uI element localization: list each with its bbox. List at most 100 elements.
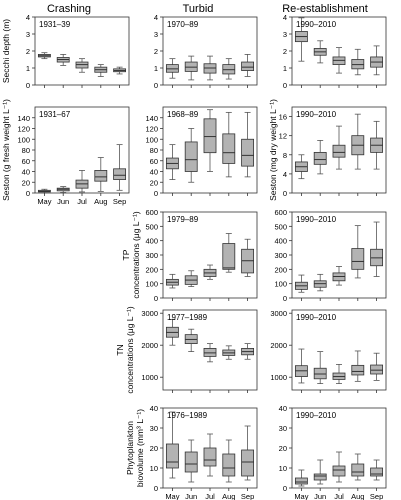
- y-tick-label: 40: [150, 404, 158, 413]
- box-jul: [203, 433, 217, 491]
- y-tick-label: 140: [17, 114, 30, 123]
- y-tick-label: 2000: [270, 341, 287, 350]
- y-tick-label: 10: [279, 464, 287, 473]
- box-may: [165, 273, 179, 301]
- y-tick-label: 1: [26, 64, 30, 73]
- y-axis-title: TP: [121, 249, 131, 260]
- iqr-box: [313, 473, 327, 481]
- y-tick-label: 3000: [270, 309, 287, 318]
- iqr-box: [113, 168, 127, 180]
- box-sep: [241, 425, 255, 491]
- y-tick-label: 400: [145, 237, 158, 246]
- box-jun: [184, 270, 198, 301]
- iqr-box: [241, 61, 255, 71]
- iqr-box: [184, 141, 198, 172]
- y-tick-label: 400: [274, 237, 287, 246]
- box-jul: [75, 58, 89, 88]
- box-sep: [241, 238, 255, 301]
- y-tick-label: 0: [26, 189, 30, 198]
- box-jul: [203, 264, 217, 301]
- y-tick-label: 100: [145, 280, 158, 289]
- y-tick-label: 2: [26, 47, 30, 56]
- box-jun: [56, 186, 70, 196]
- box-jul: [332, 125, 346, 196]
- month-label-jun: Jun: [185, 492, 197, 500]
- y-tick-label: 100: [274, 280, 287, 289]
- y-axis-title: concentrations (μg L⁻¹): [125, 306, 135, 394]
- box-jul: [203, 109, 217, 196]
- y-tick-label: 3: [154, 30, 158, 39]
- iqr-box: [313, 151, 327, 165]
- y-axis-title: biovolume (mm³ L⁻¹): [135, 409, 145, 487]
- iqr-box: [332, 465, 346, 477]
- panel-3-1: 1000 2000 3000 1977–1989: [141, 309, 258, 393]
- y-tick-label: 0: [154, 294, 158, 303]
- box-may: [294, 469, 308, 491]
- iqr-box: [222, 133, 236, 164]
- box-may: [165, 319, 179, 393]
- box-may: [165, 144, 179, 196]
- box-aug: [222, 345, 236, 393]
- y-tick-label: 140: [145, 114, 158, 123]
- box-jun: [313, 459, 327, 491]
- box-jul: [332, 451, 346, 491]
- y-tick-label: 1: [283, 64, 287, 73]
- panel-0-2: 0 1 2 3 4 1990–2010: [283, 13, 387, 90]
- box-may: [165, 411, 179, 491]
- iqr-box: [351, 248, 365, 270]
- period-label: 1990–2010: [296, 313, 337, 322]
- box-aug: [351, 453, 365, 491]
- y-axis-title: concentrations (μg L⁻¹): [131, 211, 141, 299]
- box-may: [165, 58, 179, 88]
- period-label: 1977–1989: [167, 313, 208, 322]
- month-label-may: May: [37, 197, 51, 206]
- period-label: 1990–2010: [296, 215, 337, 224]
- box-sep: [370, 120, 384, 196]
- y-tick-label: 3000: [141, 309, 158, 318]
- box-aug: [351, 48, 365, 88]
- period-label: 1976–1989: [167, 411, 208, 420]
- box-jun: [184, 55, 198, 88]
- iqr-box: [241, 449, 255, 477]
- iqr-box: [351, 463, 365, 477]
- month-label-jul: Jul: [334, 492, 344, 500]
- box-jun: [184, 328, 198, 393]
- y-tick-label: 20: [279, 444, 287, 453]
- box-jun: [313, 140, 327, 196]
- y-tick-label: 40: [279, 404, 287, 413]
- y-tick-label: 600: [145, 208, 158, 217]
- box-jul: [332, 363, 346, 393]
- y-tick-label: 4: [154, 13, 158, 22]
- y-axis-title: Seston (mg dry weight L⁻¹): [268, 99, 278, 201]
- iqr-box: [294, 477, 308, 485]
- iqr-box: [184, 451, 198, 473]
- iqr-box: [351, 364, 365, 376]
- y-tick-label: 100: [145, 135, 158, 144]
- box-jun: [56, 54, 70, 88]
- panel-2-2: 0 100 200 300 400 500 600 1990–2010: [274, 208, 387, 303]
- panel-2-1: 0 100 200 300 400 500 600 1979–89: [145, 208, 258, 303]
- y-axis-title: Secchi depth (m): [1, 19, 11, 83]
- y-tick-label: 4: [283, 13, 287, 22]
- y-tick-label: 80: [150, 146, 158, 155]
- box-may: [37, 52, 51, 88]
- month-label-sep: Sep: [113, 197, 126, 206]
- box-sep: [370, 221, 384, 301]
- box-aug: [351, 350, 365, 393]
- box-jul: [332, 266, 346, 301]
- y-tick-label: 60: [22, 157, 30, 166]
- box-aug: [222, 233, 236, 301]
- y-axis-title: Seston (g fresh weight L⁻¹): [1, 99, 11, 201]
- box-aug: [351, 113, 365, 196]
- box-aug: [222, 58, 236, 88]
- y-tick-label: 1: [154, 64, 158, 73]
- panel-4-2: 0 10 20 30 40 1990–2010: [279, 404, 387, 493]
- box-jun: [313, 273, 327, 301]
- y-tick-label: 4: [26, 13, 30, 22]
- period-label: 1968–89: [167, 110, 199, 119]
- y-tick-label: 100: [17, 135, 30, 144]
- box-may: [37, 188, 51, 196]
